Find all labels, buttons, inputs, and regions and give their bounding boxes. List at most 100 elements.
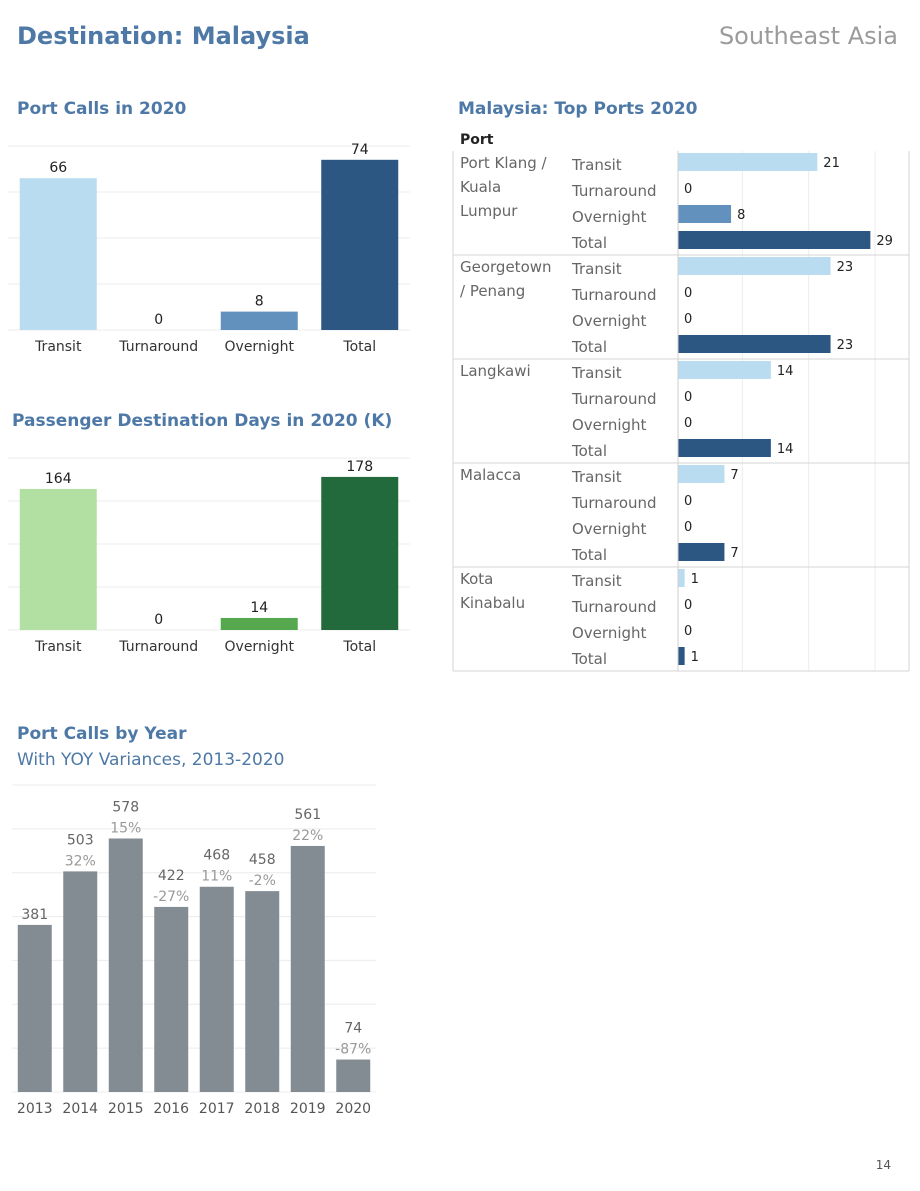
bar-overnight bbox=[220, 311, 298, 330]
page-title: Destination: Malaysia bbox=[17, 22, 310, 50]
measure-label: Turnaround bbox=[571, 286, 657, 304]
value-label: 1 bbox=[691, 650, 699, 665]
bar-total bbox=[321, 476, 399, 630]
value-label: 21 bbox=[823, 156, 840, 171]
by-year-title: Port Calls by Year bbox=[17, 724, 187, 744]
yoy-label: 11% bbox=[201, 869, 232, 885]
value-label: 7 bbox=[730, 546, 738, 561]
bar-total bbox=[678, 335, 831, 353]
yoy-label: 15% bbox=[110, 821, 141, 837]
value-label: 74 bbox=[351, 142, 369, 158]
bar-total bbox=[678, 439, 771, 457]
port-name: / Penang bbox=[460, 282, 525, 300]
bar-overnight bbox=[678, 205, 732, 223]
measure-label: Overnight bbox=[572, 312, 647, 330]
value-label: 0 bbox=[684, 390, 692, 405]
value-label: 578 bbox=[112, 800, 139, 816]
bar-transit bbox=[678, 153, 818, 171]
measure-label: Total bbox=[571, 338, 607, 356]
bar-year bbox=[108, 838, 143, 1092]
measure-label: Total bbox=[571, 650, 607, 668]
value-label: 0 bbox=[684, 520, 692, 535]
measure-label: Overnight bbox=[572, 520, 647, 538]
category-label: Overnight bbox=[225, 339, 295, 355]
year-label: 2017 bbox=[199, 1101, 235, 1117]
measure-label: Transit bbox=[571, 572, 622, 590]
value-label: 14 bbox=[250, 600, 268, 616]
passenger-days-chart: 164 Transit 0 Turnaround 14 Overnight 178 Total bbox=[8, 457, 410, 655]
category-label: Transit bbox=[34, 339, 82, 355]
port-calls-by-year-chart: 381 2013 503 32% 2014 578 15% 2015 422 -27% 2016 46… bbox=[12, 784, 376, 1117]
category-label: Total bbox=[342, 639, 376, 655]
measure-label: Transit bbox=[571, 468, 622, 486]
value-label: 8 bbox=[255, 294, 264, 310]
value-label: 66 bbox=[49, 160, 67, 176]
value-label: 178 bbox=[346, 459, 373, 475]
category-label: Turnaround bbox=[118, 339, 198, 355]
port-name: Malacca bbox=[460, 466, 521, 484]
bar-transit bbox=[678, 361, 771, 379]
bar-transit bbox=[678, 465, 725, 483]
category-label: Transit bbox=[34, 639, 82, 655]
category-label: Turnaround bbox=[118, 639, 198, 655]
value-label: 23 bbox=[837, 338, 854, 353]
port-name: Lumpur bbox=[460, 202, 518, 220]
bar-total bbox=[678, 231, 871, 249]
bar-transit bbox=[678, 569, 685, 587]
bar-transit bbox=[678, 257, 831, 275]
page-number: 14 bbox=[875, 1158, 891, 1172]
bar-total bbox=[678, 647, 685, 665]
value-label: 0 bbox=[154, 312, 163, 328]
value-label: 14 bbox=[777, 442, 794, 457]
value-label: 0 bbox=[684, 416, 692, 431]
measure-label: Total bbox=[571, 546, 607, 564]
passenger-days-title: Passenger Destination Days in 2020 (K) bbox=[12, 411, 393, 431]
value-label: 0 bbox=[684, 182, 692, 197]
bar-year bbox=[17, 924, 52, 1092]
yoy-label: -27% bbox=[153, 889, 189, 905]
measure-label: Transit bbox=[571, 260, 622, 278]
value-label: 7 bbox=[730, 468, 738, 483]
value-label: 1 bbox=[691, 572, 699, 587]
bar-total bbox=[678, 543, 725, 561]
value-label: 74 bbox=[344, 1021, 362, 1037]
year-label: 2020 bbox=[335, 1101, 371, 1117]
port-name: Georgetown bbox=[460, 258, 552, 276]
value-label: 164 bbox=[45, 471, 72, 487]
value-label: 0 bbox=[684, 598, 692, 613]
bar-transit bbox=[19, 488, 97, 630]
value-label: 468 bbox=[203, 848, 230, 864]
year-label: 2019 bbox=[290, 1101, 326, 1117]
value-label: 0 bbox=[684, 494, 692, 509]
yoy-label: -2% bbox=[249, 873, 276, 889]
measure-label: Turnaround bbox=[571, 390, 657, 408]
value-label: 8 bbox=[737, 208, 745, 223]
value-label: 422 bbox=[158, 868, 185, 884]
measure-label: Turnaround bbox=[571, 182, 657, 200]
port-calls-title: Port Calls in 2020 bbox=[17, 99, 187, 119]
measure-label: Turnaround bbox=[571, 494, 657, 512]
value-label: 23 bbox=[837, 260, 854, 275]
bar-transit bbox=[19, 178, 97, 330]
port-name: Kuala bbox=[460, 178, 501, 196]
bar-year bbox=[245, 891, 280, 1092]
year-label: 2013 bbox=[17, 1101, 53, 1117]
top-ports-title: Malaysia: Top Ports 2020 bbox=[458, 99, 698, 119]
value-label: 503 bbox=[67, 832, 94, 848]
value-label: 29 bbox=[876, 234, 893, 249]
measure-label: Transit bbox=[571, 156, 622, 174]
by-year-subtitle: With YOY Variances, 2013-2020 bbox=[17, 750, 285, 770]
value-label: 0 bbox=[684, 286, 692, 301]
value-label: 0 bbox=[684, 624, 692, 639]
value-label: 14 bbox=[777, 364, 794, 379]
bar-year bbox=[199, 886, 234, 1092]
value-label: 0 bbox=[684, 312, 692, 327]
port-name: Kinabalu bbox=[460, 594, 525, 612]
measure-label: Total bbox=[571, 234, 607, 252]
bar-year bbox=[154, 906, 189, 1092]
category-label: Overnight bbox=[225, 639, 295, 655]
column-header: Port bbox=[460, 132, 494, 148]
value-label: 458 bbox=[249, 852, 276, 868]
bar-year bbox=[290, 845, 325, 1092]
port-name: Port Klang / bbox=[460, 154, 547, 172]
